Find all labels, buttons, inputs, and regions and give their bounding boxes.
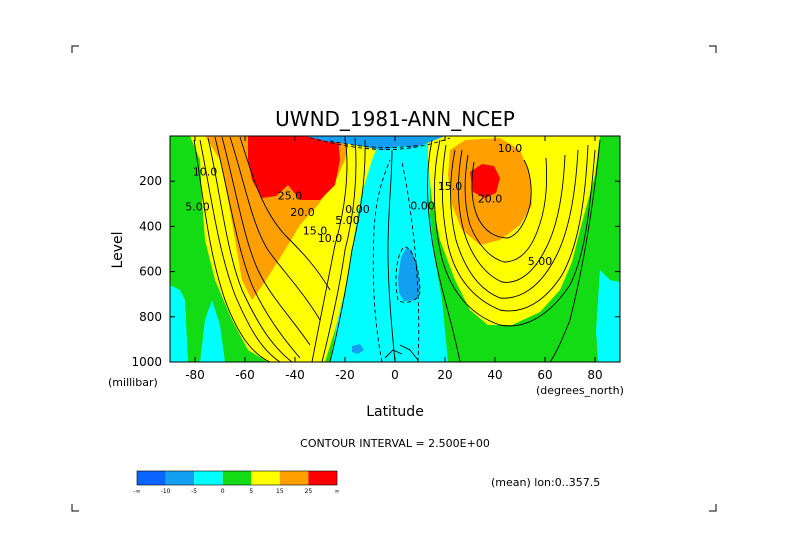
red-southern-max [248, 136, 340, 200]
contour-value-label: 0.00 [345, 203, 370, 216]
x-tick-label: 0 [391, 368, 399, 382]
x-axis-units: (degrees_north) [536, 384, 624, 397]
contour-value-label: 0.00 [410, 199, 435, 212]
cyan-polar-north [596, 270, 620, 362]
contour-value-label: 5.00 [528, 255, 553, 268]
contour-value-label: 20.0 [290, 206, 315, 219]
colorbar-label: 15 [276, 488, 284, 495]
colorbar-label: 0 [221, 488, 225, 495]
contour-fields [170, 136, 620, 362]
x-tick-label: -60 [235, 368, 255, 382]
x-tick-label: -20 [335, 368, 355, 382]
contour-interval-note: CONTOUR INTERVAL = 2.500E+00 [300, 437, 490, 450]
y-axis-label: Level [110, 232, 126, 269]
contour-value-label: 20.0 [478, 193, 503, 206]
cyan-polar-low-south [170, 285, 188, 362]
colorbar-swatch [222, 471, 252, 485]
y-tick-label: 1000 [131, 355, 162, 369]
colorbar-label: 5 [249, 488, 253, 495]
corner-marks [71, 45, 717, 512]
y-axis-units: (millibar) [108, 376, 158, 389]
y-tick-label: 800 [139, 310, 162, 324]
contour-value-label: 15.0 [303, 224, 328, 237]
red-northern-max [470, 164, 500, 198]
y-tick-label: 200 [139, 174, 162, 188]
colorbar-label: -5 [191, 488, 197, 495]
x-tick-label: 60 [537, 368, 552, 382]
colorbar-swatch [251, 471, 280, 485]
negative-contour-lines [309, 137, 451, 362]
x-tick-label: 40 [487, 368, 502, 382]
colorbar-frame [136, 470, 338, 486]
axis-layer: -80 -60 -40 -20 0 20 40 60 80 200 400 600 800 1000 [131, 136, 620, 382]
colorbar: -∞ -10 -5 0 5 15 25 ∞ [133, 470, 340, 495]
x-tick-label: 80 [587, 368, 602, 382]
colorbar-swatch [308, 471, 337, 485]
blue-negative-middle [398, 248, 420, 301]
footnote-mean-lon: (mean) lon:0..357.5 [491, 476, 600, 489]
colorbar-label: -∞ [133, 488, 140, 495]
cyan-polar-spike-south [200, 300, 225, 362]
colorbar-swatch [137, 471, 166, 485]
x-tick-label: -40 [285, 368, 305, 382]
blue-negative-surface [352, 344, 364, 354]
contour-value-label: 5.00 [185, 201, 210, 214]
colorbar-label: ∞ [335, 488, 340, 495]
colorbar-swatch [279, 471, 309, 485]
contour-value-label: 15.0 [438, 180, 463, 193]
contour-value-label: 25.0 [278, 189, 303, 202]
contour-value-label: 5.00 [335, 214, 360, 227]
x-tick-label: -80 [185, 368, 205, 382]
colorbar-swatch [165, 471, 195, 485]
y-tick-label: 600 [139, 265, 162, 279]
y-tick-label: 400 [139, 219, 162, 233]
contour-value-label: 10.0 [318, 232, 343, 245]
contour-value-label: 10.0 [498, 142, 523, 155]
contour-value-label: 10.0 [193, 166, 218, 179]
contour-lines [193, 136, 601, 362]
colorbar-swatch [194, 471, 223, 485]
colorbar-label: 25 [305, 488, 313, 495]
colorbar-label: -10 [161, 488, 171, 495]
x-tick-label: 20 [437, 368, 452, 382]
chart-title: UWND_1981-ANN_NCEP [275, 107, 515, 131]
x-axis-label: Latitude [366, 404, 424, 420]
